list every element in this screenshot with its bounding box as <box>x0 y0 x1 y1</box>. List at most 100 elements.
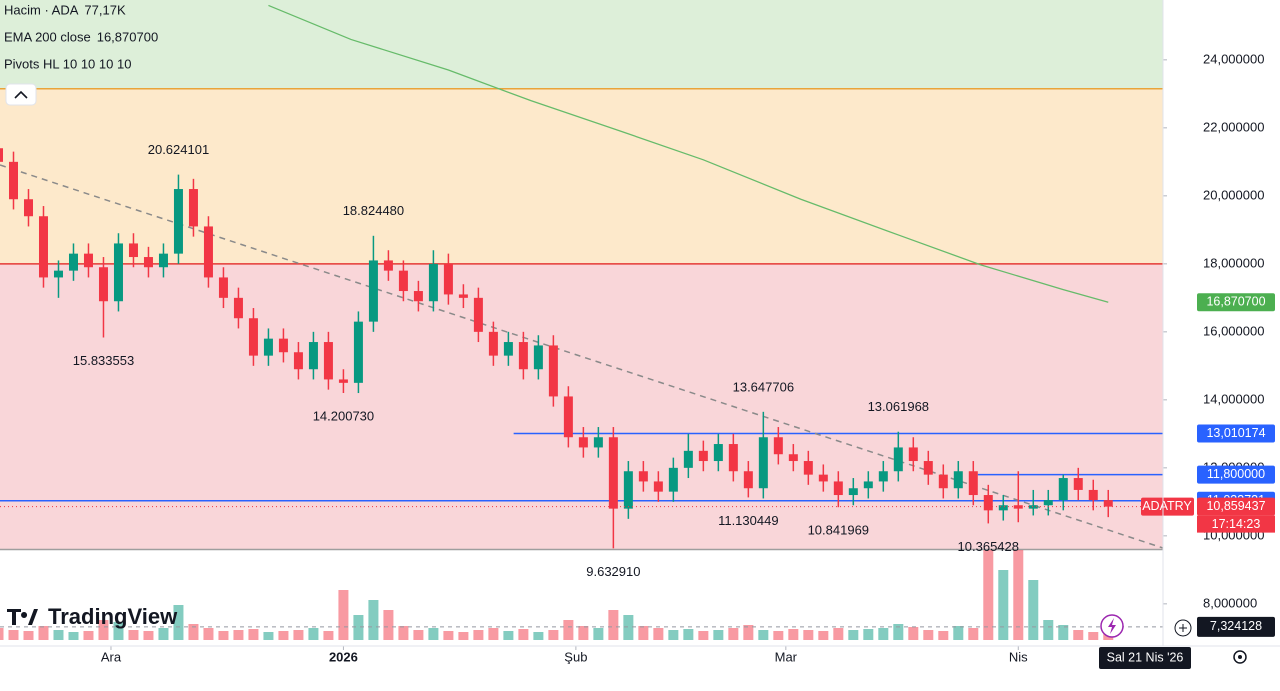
pivot-label: 13.647706 <box>733 379 794 394</box>
pivot-label: 14.200730 <box>313 408 374 423</box>
volume-bar <box>1088 632 1099 640</box>
volume-bar <box>848 630 859 640</box>
candle-body <box>728 444 738 472</box>
volume-bar <box>968 628 979 640</box>
price-badge-label: 16,870700 <box>1206 295 1265 309</box>
volume-bar <box>203 628 214 640</box>
pivot-label: 10.365428 <box>958 539 1019 554</box>
background <box>0 0 1163 551</box>
volume-bar <box>638 626 649 640</box>
volume-bar <box>338 590 349 640</box>
volume-bar <box>0 628 4 640</box>
volume-bar <box>623 615 634 640</box>
volume-bar <box>743 625 754 640</box>
y-tick-label: 14,000000 <box>1203 391 1264 406</box>
volume-bar <box>548 630 559 640</box>
collapse-button[interactable] <box>5 83 37 106</box>
candle-body <box>713 444 723 462</box>
volume-bar <box>1073 630 1084 640</box>
candle-body <box>473 297 483 332</box>
ema-line <box>268 4 1109 303</box>
candle-body <box>668 467 678 492</box>
y-tick-label: 8,000000 <box>1203 595 1257 610</box>
volume-bar <box>413 630 424 640</box>
candle-body <box>263 338 273 356</box>
price-badge-label: 10,859437 <box>1206 499 1265 513</box>
candle-body <box>818 474 828 482</box>
price-badge <box>1197 424 1275 443</box>
volume-bar <box>653 628 664 640</box>
alert-icon[interactable] <box>1100 614 1124 638</box>
volume-bar <box>308 628 319 640</box>
add-button[interactable] <box>1174 619 1192 637</box>
pivot-label: 20.624101 <box>148 142 209 157</box>
legend-name: Hacim · ADA <box>4 2 79 17</box>
settings-icon[interactable] <box>1233 650 1247 664</box>
x-tick-label: 2026 <box>329 649 358 664</box>
price-badge-label: 11,800000 <box>1207 467 1265 481</box>
volume-bar <box>233 630 244 640</box>
candle-body <box>8 161 18 200</box>
volume-bar <box>758 630 769 640</box>
volume-bar <box>983 550 994 640</box>
countdown: 17:14:23 <box>1212 517 1261 531</box>
candle-body <box>218 277 228 298</box>
volume-bar <box>143 631 154 640</box>
volume-bar <box>908 627 919 640</box>
candle-body <box>908 447 918 462</box>
candle-body <box>368 260 378 322</box>
volume-bar <box>158 628 169 640</box>
volume-bar <box>113 622 124 640</box>
brand: TradingView <box>48 604 178 629</box>
volume-bar <box>728 628 739 640</box>
candle-body <box>233 297 243 319</box>
crosshair-badge <box>1197 616 1275 637</box>
candle-body <box>893 447 903 472</box>
candle-body <box>983 495 993 511</box>
volume-bar <box>698 631 709 640</box>
volume-bar <box>218 631 229 640</box>
price-badge <box>1197 497 1275 516</box>
volume-bar <box>188 624 199 640</box>
volume-bar <box>713 630 724 640</box>
volume-bar <box>563 620 574 640</box>
price-badge <box>1197 465 1275 484</box>
candle-body <box>158 253 168 268</box>
volume-bar <box>428 628 439 640</box>
candle-body <box>1103 500 1113 507</box>
pivot-label: 13.061968 <box>868 399 929 414</box>
candle-body <box>188 189 198 227</box>
volume-bar <box>173 605 184 640</box>
volume-bar <box>8 630 19 640</box>
candle-body <box>878 471 888 482</box>
symbol-label: ADATRY <box>1142 499 1192 513</box>
volume-bar <box>263 632 274 640</box>
candle-body <box>638 471 648 482</box>
candle-body <box>128 243 138 258</box>
volume-bar <box>533 632 544 640</box>
volume-bar <box>38 626 49 640</box>
x-tick-label: Mar <box>775 649 798 664</box>
candle-body <box>623 471 633 509</box>
pivot-label: 10.841969 <box>808 523 869 538</box>
countdown-badge <box>1197 515 1275 533</box>
candle-body <box>83 253 93 268</box>
candle-body <box>653 481 663 492</box>
volume-bar <box>383 610 394 640</box>
legend-name: Pivots HL 10 10 10 10 <box>4 56 131 71</box>
candle-body <box>833 481 843 496</box>
candle-body <box>1088 489 1098 501</box>
candle-body <box>1028 505 1038 509</box>
candle-body <box>1058 478 1068 501</box>
volume-bar <box>368 600 379 640</box>
volume-bar <box>53 630 64 640</box>
symbol-badge <box>1141 497 1194 516</box>
y-tick-label: 18,000000 <box>1203 255 1264 270</box>
legend-value: 77,17K <box>84 2 126 17</box>
candle-body <box>548 345 558 397</box>
candle-body <box>143 257 153 268</box>
candle-body <box>938 474 948 489</box>
candle-body <box>398 270 408 292</box>
volume-bar <box>668 630 679 640</box>
